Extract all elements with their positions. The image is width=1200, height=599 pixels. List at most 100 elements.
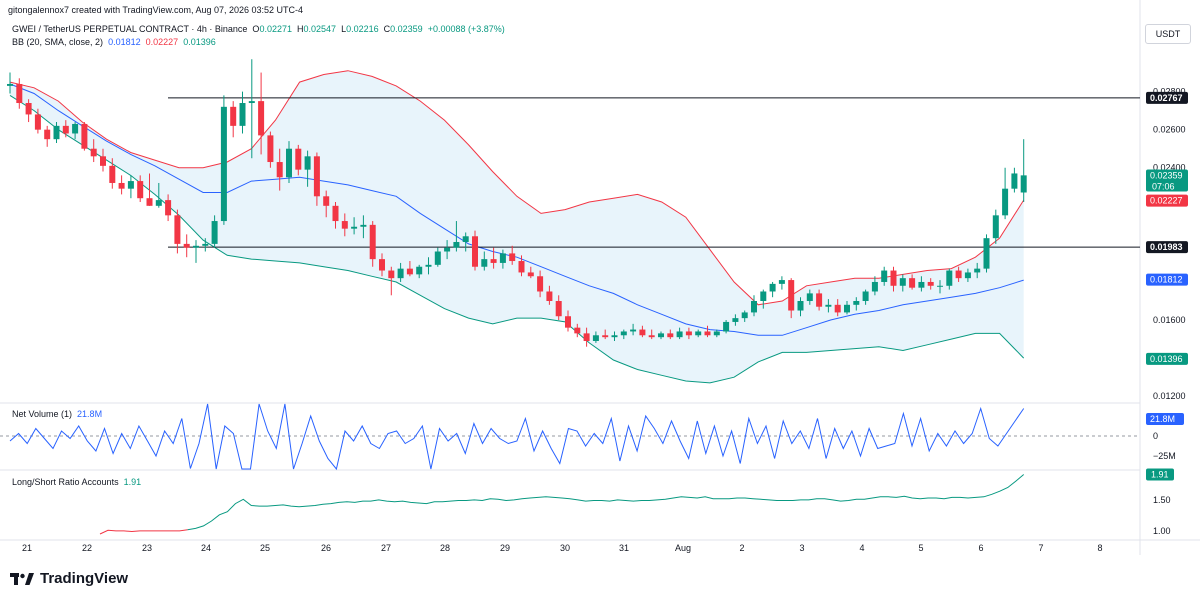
candle-body [425, 264, 432, 267]
candle-body [434, 251, 441, 265]
x-axis-tick-label: 29 [500, 543, 510, 553]
net-volume-tick-label: 0 [1153, 431, 1158, 441]
candle-body [472, 236, 478, 267]
candle-body [100, 156, 106, 166]
price-label: 0.01396 [1150, 354, 1183, 364]
change-value: +0.00088 (+3.87%) [427, 24, 505, 34]
candle-body [341, 221, 348, 229]
horizontal-level-label-bg [1146, 91, 1188, 104]
candle-body [220, 106, 227, 222]
low-label: L [341, 24, 347, 34]
price-label: 0.01812 [1150, 275, 1183, 285]
candle-body [360, 224, 367, 227]
candle-body [964, 272, 971, 279]
candle-body [7, 83, 13, 86]
ls-ratio-label-bg [1146, 468, 1174, 481]
candle-body [146, 198, 153, 206]
net-volume-legend[interactable]: Net Volume (1) 21.8M [12, 409, 102, 419]
candle-body [946, 270, 953, 286]
bb-lower-value: 0.01396 [183, 37, 216, 47]
candle-body [34, 114, 41, 130]
net-volume-tick-label: −25M [1153, 451, 1176, 461]
tradingview-wordmark: TradingView [40, 570, 129, 587]
ls-ratio-legend[interactable]: Long/Short Ratio Accounts 1.91 [12, 477, 141, 487]
candle-body [462, 236, 469, 242]
high-value: 0.02547 [303, 24, 337, 34]
candle-body [379, 259, 385, 271]
candle-body [741, 312, 748, 319]
candle-body [53, 125, 60, 140]
candle-body [323, 196, 330, 206]
candle-body [769, 283, 776, 292]
candle-body [248, 101, 255, 104]
currency-button[interactable]: USDT [1145, 24, 1191, 44]
price-label-bg [1146, 352, 1188, 365]
candle-body [155, 200, 162, 206]
candle-body [639, 329, 646, 336]
price-label: 0.02227 [1150, 196, 1183, 206]
candle-body [658, 333, 664, 338]
candle-body [193, 245, 199, 248]
x-axis-tick-label: 21 [22, 543, 32, 553]
candle-body [881, 270, 888, 282]
x-axis-tick-label: 24 [201, 543, 211, 553]
x-axis-tick-label: 7 [1038, 543, 1043, 553]
x-axis-tick-label: 2 [739, 543, 744, 553]
open-value: 0.02271 [259, 24, 292, 34]
ls-ratio-line [187, 474, 1025, 531]
ls-ratio-tick-label: 1.00 [1153, 526, 1171, 536]
candle-body [797, 301, 804, 311]
ls-ratio-tick-label: 1.91 [1151, 469, 1169, 479]
y-axis-tick-label: 0.02400 [1153, 163, 1186, 173]
low-value: 0.02216 [346, 24, 379, 34]
x-axis-tick-label: 8 [1097, 543, 1102, 553]
ls-ratio-line-early [99, 529, 188, 535]
candle-body [713, 331, 720, 336]
candle-body [704, 331, 711, 336]
y-axis-tick-label: 0.02600 [1153, 125, 1186, 135]
net-volume-line [9, 403, 1025, 471]
x-axis-tick-label: 28 [440, 543, 450, 553]
net-volume-label-bg [1146, 413, 1184, 425]
candle-body [351, 226, 358, 229]
candle-body [109, 165, 116, 183]
candle-body [183, 243, 190, 248]
candle-body [481, 259, 488, 267]
symbol-name: GWEI / TetherUS PERPETUAL CONTRACT · 4h … [12, 24, 248, 34]
candle-body [974, 268, 981, 273]
tradingview-logo-icon [10, 572, 34, 585]
candle-body [369, 224, 376, 260]
candle-body [583, 333, 590, 341]
candle-body [527, 272, 534, 277]
candle-body [992, 215, 999, 239]
candle-body [1020, 175, 1027, 193]
x-axis-tick-label: 3 [799, 543, 804, 553]
candle-body [313, 156, 320, 197]
y-axis-tick-label: 0.01200 [1153, 391, 1186, 401]
candle-body [667, 333, 674, 338]
y-axis-tick-label: 0.02800 [1153, 87, 1186, 97]
candle-body [806, 293, 813, 302]
candle-body [62, 125, 69, 134]
tradingview-logo[interactable]: TradingView [10, 570, 128, 587]
candle-body [388, 270, 395, 279]
candle-body [230, 106, 237, 126]
candle-body [899, 278, 906, 286]
x-axis-tick-label: 26 [321, 543, 331, 553]
candle-body [602, 335, 609, 338]
candle-body [695, 331, 702, 336]
price-label-countdown: 07:06 [1152, 182, 1175, 192]
bb-band-fill [10, 70, 1024, 383]
ls-ratio-label: Long/Short Ratio Accounts [12, 477, 119, 487]
candle-body [732, 318, 739, 322]
candle-body [81, 123, 88, 149]
candle-body [397, 268, 404, 279]
candle-body [286, 148, 292, 178]
candle-body [555, 301, 562, 317]
ls-ratio-value: 1.91 [123, 477, 142, 487]
candle-body [816, 293, 823, 307]
candle-body [611, 335, 618, 338]
horizontal-level-label: 0.01983 [1150, 242, 1183, 252]
bb-legend[interactable]: BB (20, SMA, close, 2) 0.01812 0.02227 0… [12, 37, 216, 47]
